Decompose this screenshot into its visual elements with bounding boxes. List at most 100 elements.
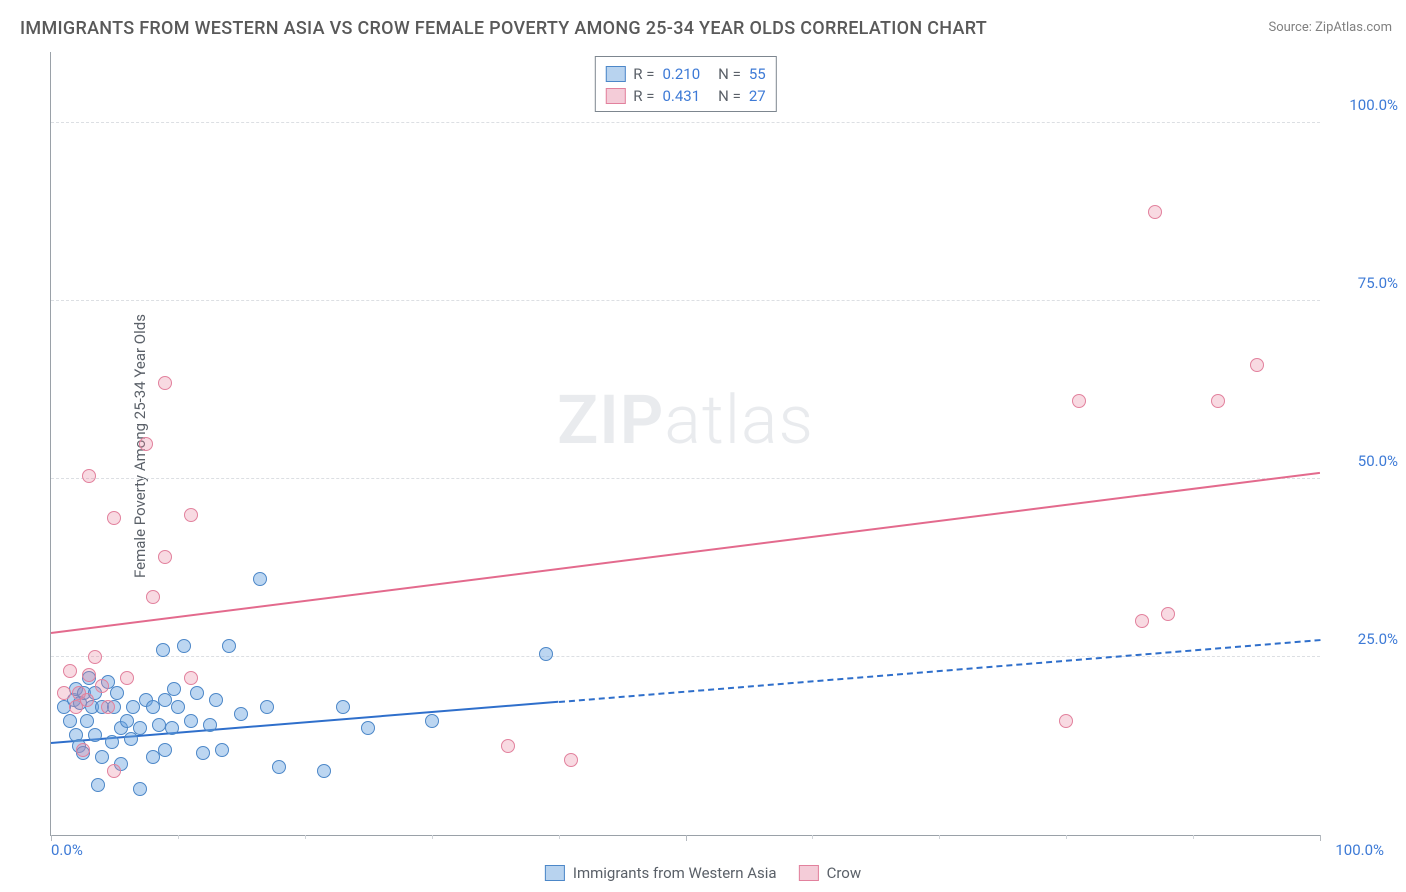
scatter-point — [177, 639, 191, 653]
scatter-point — [336, 700, 350, 714]
stats-value-n: 27 — [749, 87, 766, 105]
y-tick-label: 100.0% — [1328, 96, 1398, 114]
scatter-point — [1161, 607, 1175, 621]
scatter-point — [253, 572, 267, 586]
scatter-point — [57, 686, 71, 700]
scatter-point — [80, 714, 94, 728]
scatter-point — [167, 682, 181, 696]
y-tick-label: 75.0% — [1328, 274, 1398, 292]
scatter-point — [133, 721, 147, 735]
scatter-point — [539, 647, 553, 661]
scatter-point — [272, 760, 286, 774]
legend-swatch — [545, 865, 565, 881]
scatter-plot-area: ZIPatlas 25.0%50.0%75.0%100.0%0.0%100.0%… — [50, 52, 1320, 836]
scatter-point — [1135, 614, 1149, 628]
scatter-point — [184, 671, 198, 685]
x-tick-minor — [1193, 835, 1194, 839]
scatter-point — [209, 693, 223, 707]
scatter-point — [203, 718, 217, 732]
x-tick-major — [686, 835, 687, 841]
scatter-point — [63, 714, 77, 728]
scatter-point — [1072, 394, 1086, 408]
series-legend: Immigrants from Western Asia Crow — [545, 864, 861, 882]
scatter-point — [146, 700, 160, 714]
source-attribution: Source: ZipAtlas.com — [1268, 20, 1392, 35]
scatter-point — [190, 686, 204, 700]
x-tick-minor — [305, 835, 306, 839]
scatter-point — [95, 750, 109, 764]
scatter-point — [158, 550, 172, 564]
stats-label-n: N = — [718, 87, 741, 105]
scatter-point — [222, 639, 236, 653]
scatter-point — [1250, 358, 1264, 372]
scatter-point — [260, 700, 274, 714]
scatter-point — [88, 650, 102, 664]
scatter-point — [82, 668, 96, 682]
x-tick-minor — [178, 835, 179, 839]
scatter-point — [361, 721, 375, 735]
legend-item: Immigrants from Western Asia — [545, 864, 777, 882]
scatter-point — [146, 750, 160, 764]
scatter-point — [76, 743, 90, 757]
stats-legend-row: R = 0.210 N = 55 — [605, 63, 765, 85]
scatter-point — [234, 707, 248, 721]
scatter-point — [1211, 394, 1225, 408]
scatter-point — [133, 782, 147, 796]
stats-value-r: 0.210 — [662, 65, 700, 83]
x-tick-minor — [939, 835, 940, 839]
stats-label-n: N = — [718, 65, 741, 83]
scatter-point — [101, 700, 115, 714]
stats-label-r: R = — [633, 87, 654, 105]
stats-label-r: R = — [633, 65, 654, 83]
legend-swatch — [799, 865, 819, 881]
x-tick-minor — [432, 835, 433, 839]
scatter-point — [196, 746, 210, 760]
scatter-point — [82, 469, 96, 483]
legend-swatch — [605, 66, 625, 82]
watermark-light: atlas — [664, 380, 814, 460]
scatter-point — [80, 693, 94, 707]
chart-title: IMMIGRANTS FROM WESTERN ASIA VS CROW FEM… — [20, 18, 987, 39]
stats-value-r: 0.431 — [662, 87, 700, 105]
scatter-point — [120, 671, 134, 685]
x-start-label: 0.0% — [51, 841, 83, 859]
watermark-bold: ZIP — [557, 380, 664, 460]
legend-item-label: Crow — [827, 864, 862, 882]
scatter-point — [110, 686, 124, 700]
scatter-point — [1059, 714, 1073, 728]
stats-value-n: 55 — [749, 65, 766, 83]
trend-line — [51, 472, 1320, 634]
x-tick-minor — [812, 835, 813, 839]
scatter-point — [215, 743, 229, 757]
scatter-point — [95, 679, 109, 693]
scatter-point — [425, 714, 439, 728]
scatter-point — [564, 753, 578, 767]
y-tick-label: 50.0% — [1328, 452, 1398, 470]
scatter-point — [184, 508, 198, 522]
scatter-point — [317, 764, 331, 778]
scatter-point — [501, 739, 515, 753]
x-end-label: 100.0% — [1335, 841, 1384, 859]
trend-line — [559, 639, 1321, 703]
scatter-point — [107, 764, 121, 778]
scatter-point — [107, 511, 121, 525]
scatter-point — [146, 590, 160, 604]
stats-legend: R = 0.210 N = 55 R = 0.431 N = 27 — [594, 56, 776, 112]
watermark: ZIPatlas — [557, 380, 814, 460]
scatter-point — [63, 664, 77, 678]
gridline — [51, 122, 1320, 123]
stats-legend-row: R = 0.431 N = 27 — [605, 85, 765, 107]
scatter-point — [171, 700, 185, 714]
legend-item-label: Immigrants from Western Asia — [573, 864, 777, 882]
scatter-point — [126, 700, 140, 714]
scatter-point — [91, 778, 105, 792]
scatter-point — [156, 643, 170, 657]
scatter-point — [88, 728, 102, 742]
scatter-point — [1148, 205, 1162, 219]
legend-item: Crow — [799, 864, 862, 882]
x-tick-minor — [559, 835, 560, 839]
scatter-point — [139, 437, 153, 451]
gridline — [51, 300, 1320, 301]
scatter-point — [158, 376, 172, 390]
gridline — [51, 478, 1320, 479]
